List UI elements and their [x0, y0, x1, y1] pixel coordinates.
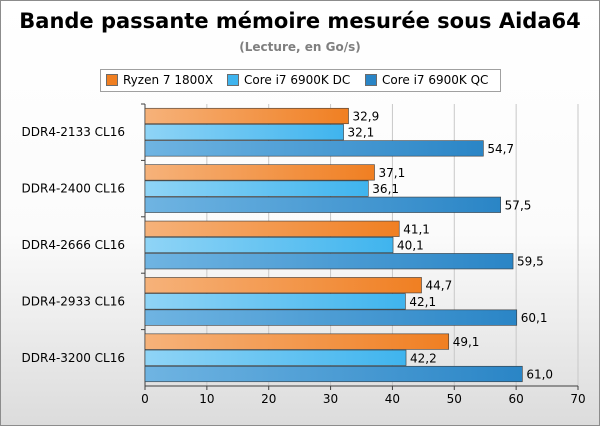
bar-core-i7-6900k-dc: [144, 180, 369, 197]
legend-swatch-core-i7-6900k-qc: [365, 74, 377, 86]
data-label-ryzen-7-1800x: 37,1: [378, 166, 405, 180]
y-category-label: DDR4-2933 CL16: [22, 294, 125, 308]
x-tick-label: 0: [141, 392, 149, 406]
x-tick-label: 20: [261, 392, 276, 406]
bar-core-i7-6900k-qc: [144, 196, 501, 213]
data-label-ryzen-7-1800x: 41,1: [403, 222, 430, 236]
x-tick-label: 10: [199, 392, 214, 406]
bar-core-i7-6900k-qc: [144, 253, 514, 270]
y-category-label: DDR4-3200 CL16: [22, 351, 125, 365]
y-category-label: DDR4-2666 CL16: [22, 238, 125, 252]
x-tick-label: 30: [323, 392, 338, 406]
y-category-label: DDR4-2133 CL16: [22, 125, 125, 139]
bar-core-i7-6900k-dc: [144, 293, 406, 310]
bar-core-i7-6900k-dc: [144, 349, 407, 366]
chart-title: Bande passante mémoire mesurée sous Aida…: [19, 9, 581, 33]
data-label-core-i7-6900k-dc: 42,2: [410, 351, 437, 365]
bar-core-i7-6900k-qc: [144, 309, 518, 326]
legend-label-ryzen-7-1800x: Ryzen 7 1800X: [123, 73, 214, 87]
bar-core-i7-6900k-dc: [144, 124, 344, 141]
data-label-ryzen-7-1800x: 49,1: [453, 335, 480, 349]
bar-core-i7-6900k-qc: [144, 140, 484, 157]
chart-legend: Ryzen 7 1800X Core i7 6900K DC Core i7 6…: [100, 69, 501, 92]
x-tick-label: 50: [447, 392, 462, 406]
data-label-core-i7-6900k-qc: 54,7: [487, 142, 514, 156]
bar-ryzen-7-1800x: [144, 220, 400, 237]
bar-ryzen-7-1800x: [144, 333, 450, 350]
data-label-core-i7-6900k-qc: 61,0: [526, 368, 553, 382]
x-tick-label: 60: [509, 392, 524, 406]
data-label-ryzen-7-1800x: 44,7: [426, 279, 453, 293]
data-label-core-i7-6900k-dc: 40,1: [397, 239, 424, 253]
data-label-ryzen-7-1800x: 32,9: [353, 110, 380, 124]
bar-ryzen-7-1800x: [144, 107, 349, 125]
legend-label-core-i7-6900k-qc: Core i7 6900K QC: [382, 73, 489, 87]
legend-swatch-core-i7-6900k-dc: [227, 74, 239, 86]
data-label-core-i7-6900k-qc: 57,5: [505, 198, 532, 212]
data-label-core-i7-6900k-dc: 36,1: [372, 182, 399, 196]
legend-label-core-i7-6900k-dc: Core i7 6900K DC: [244, 73, 351, 87]
bar-core-i7-6900k-qc: [144, 365, 523, 383]
chart-subtitle: (Lecture, en Go/s): [239, 40, 361, 54]
data-label-core-i7-6900k-qc: 60,1: [521, 311, 548, 325]
bar-ryzen-7-1800x: [144, 164, 375, 181]
legend-swatch-ryzen-7-1800x: [106, 74, 118, 86]
data-label-core-i7-6900k-qc: 59,5: [517, 255, 544, 269]
data-label-core-i7-6900k-dc: 42,1: [409, 295, 436, 309]
x-tick-label: 40: [385, 392, 400, 406]
bar-core-i7-6900k-dc: [144, 236, 394, 254]
x-tick-label: 70: [570, 392, 585, 406]
bar-ryzen-7-1800x: [144, 277, 422, 294]
data-label-core-i7-6900k-dc: 32,1: [348, 126, 375, 140]
y-category-label: DDR4-2400 CL16: [22, 182, 125, 196]
